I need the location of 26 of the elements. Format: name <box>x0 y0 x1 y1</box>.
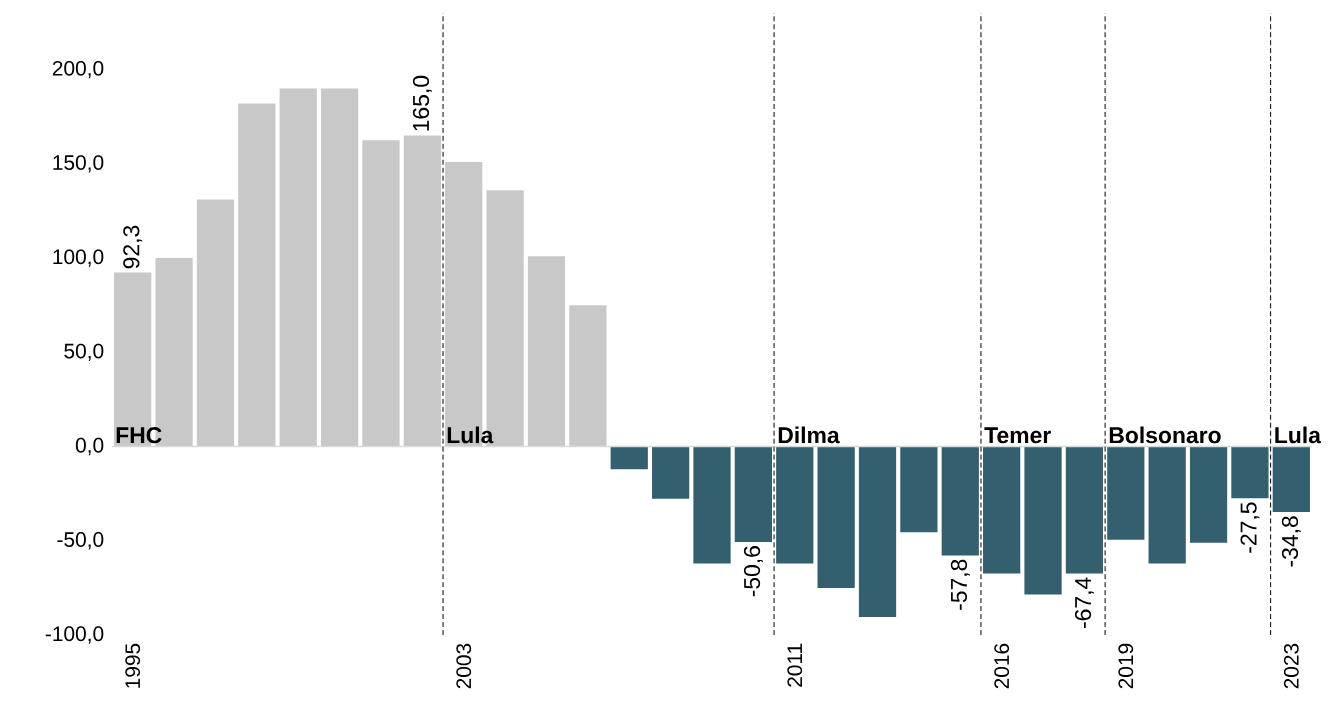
x-tick-label: 2011 <box>787 643 803 687</box>
x-tick-label: 1995 <box>125 643 141 688</box>
ref-line-label: Bolsonaro <box>1109 426 1221 444</box>
x-tick-label: 2003 <box>456 643 472 689</box>
y-tick-label: 200,0 <box>52 60 104 79</box>
data-label: -57,8 <box>950 559 970 610</box>
y-tick-label: -50,0 <box>57 532 104 550</box>
data-label: -34,8 <box>1281 516 1301 567</box>
data-label: -67,4 <box>1074 577 1094 628</box>
y-tick-label: 50,0 <box>64 343 104 361</box>
x-tick-label: 2019 <box>1118 643 1134 689</box>
y-tick-label: 0,0 <box>75 437 104 456</box>
data-label: 92,3 <box>123 225 143 269</box>
y-tick-label: -100,0 <box>45 626 104 644</box>
data-label: -50,6 <box>743 546 763 597</box>
ref-line-label: Temer <box>984 427 1051 444</box>
y-tick-label: 150,0 <box>53 155 104 173</box>
annotation: FHC <box>116 427 162 444</box>
x-tick-label: 2023 <box>1283 643 1299 689</box>
data-label: -27,5 <box>1240 502 1260 553</box>
x-tick-label: 2016 <box>994 643 1010 689</box>
ref-line-label: Dilma <box>778 426 840 444</box>
data-label: 165,0 <box>412 75 432 131</box>
y-tick-label: 100,0 <box>53 249 104 267</box>
ref-line-label: Lula <box>1275 426 1322 444</box>
ref-line-label: Lula <box>447 426 494 444</box>
